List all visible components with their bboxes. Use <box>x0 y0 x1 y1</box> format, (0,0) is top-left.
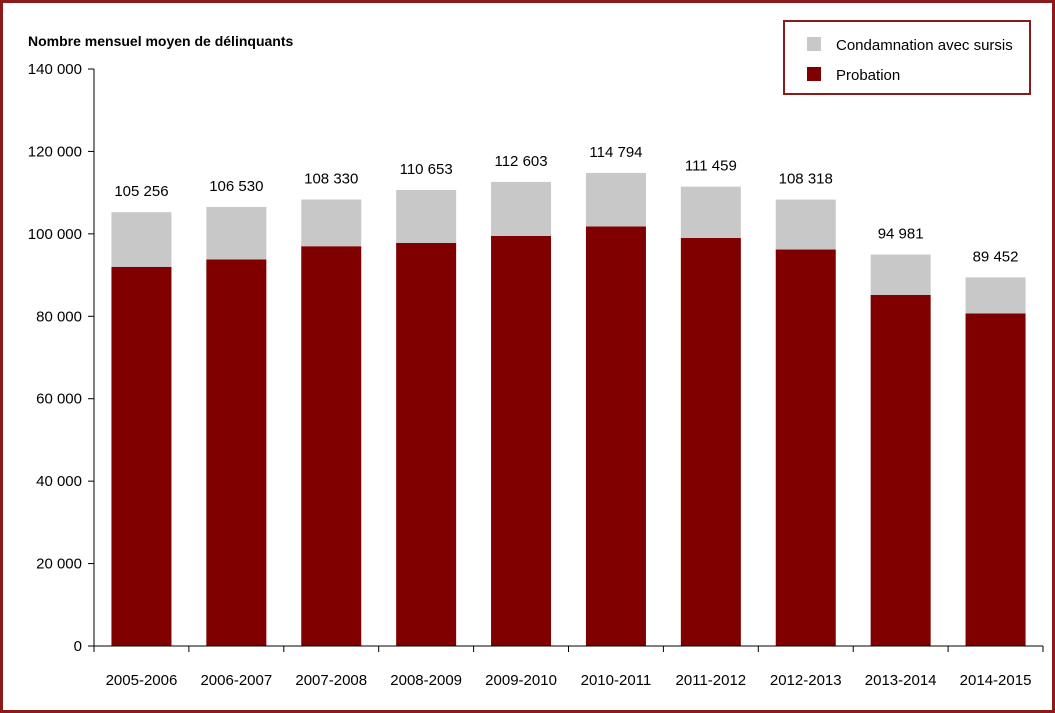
bar-total-label: 94 981 <box>878 226 924 243</box>
x-axis: 2005-2006 2006-2007 2007-2008 2008-2009 2009… <box>93 645 1044 689</box>
bar-total-label: 114 794 <box>589 144 642 161</box>
y-tick-label: 100 000 <box>28 226 82 243</box>
x-tick-label: 2005-2006 <box>106 672 178 689</box>
bar-sursis <box>111 212 172 267</box>
bar-sursis <box>301 199 362 247</box>
bar-probation <box>111 266 172 646</box>
x-tick-label: 2007-2008 <box>295 672 367 689</box>
x-tick-label: 2010-2011 <box>581 672 652 689</box>
bar-total-label: 110 653 <box>400 161 453 178</box>
x-tick-label: 2006-2007 <box>200 672 272 689</box>
x-tick-label: 2008-2009 <box>390 672 462 689</box>
bar-sursis <box>680 186 741 238</box>
bar-total-label: 108 318 <box>779 171 833 188</box>
bar-total-label: 89 452 <box>973 248 1019 265</box>
stacked-bar-chart: Nombre mensuel moyen de délinquants 0 20 … <box>28 20 1044 689</box>
legend-label-sursis: Condamnation avec sursis <box>836 37 1013 54</box>
x-tick-label: 2012-2013 <box>770 672 842 689</box>
bar-probation <box>585 226 646 646</box>
legend-swatch-sursis <box>807 37 821 51</box>
y-tick-label: 80 000 <box>36 308 82 325</box>
bars-group <box>111 172 1026 647</box>
bar-total-label: 111 459 <box>685 158 737 175</box>
x-tick-label: 2014-2015 <box>960 672 1032 689</box>
y-tick-label: 60 000 <box>36 391 82 408</box>
data-labels-group: 105 256 106 530 108 330 110 653 112 603 114 7… <box>114 144 1018 265</box>
legend-box <box>783 20 1031 95</box>
chart-title: Nombre mensuel moyen de délinquants <box>28 33 293 49</box>
y-tick-label: 0 <box>74 638 82 655</box>
bar-probation <box>870 294 931 646</box>
bar-sursis <box>965 277 1026 314</box>
bar-sursis <box>585 172 646 227</box>
y-axis: 0 20 000 40 000 60 000 80 000 100 000 120 000 1… <box>28 61 95 655</box>
bar-probation <box>206 259 267 646</box>
y-tick-label: 20 000 <box>36 556 82 573</box>
y-tick-label: 120 000 <box>28 143 82 160</box>
legend: Condamnation avec sursis Probation <box>783 20 1031 95</box>
bar-sursis <box>206 206 267 260</box>
x-tick-label: 2009-2010 <box>485 672 557 689</box>
bar-total-label: 105 256 <box>114 183 168 200</box>
bar-total-label: 106 530 <box>209 178 263 195</box>
bar-probation <box>491 235 552 647</box>
bar-probation <box>301 246 362 646</box>
y-tick-label: 140 000 <box>28 61 82 78</box>
x-tick-label: 2013-2014 <box>865 672 937 689</box>
legend-swatch-probation <box>807 67 821 81</box>
bar-sursis <box>870 254 931 295</box>
y-tick-label: 40 000 <box>36 473 82 490</box>
x-tick-label: 2011-2012 <box>676 672 747 689</box>
bar-probation <box>680 237 741 646</box>
bar-probation <box>775 249 836 647</box>
bar-sursis <box>775 199 836 250</box>
bar-sursis <box>396 189 457 243</box>
bar-probation <box>965 313 1026 646</box>
bar-total-label: 112 603 <box>494 153 547 170</box>
bar-sursis <box>491 181 552 236</box>
bar-total-label: 108 330 <box>304 171 358 188</box>
legend-label-probation: Probation <box>836 67 900 84</box>
bar-probation <box>396 242 457 646</box>
